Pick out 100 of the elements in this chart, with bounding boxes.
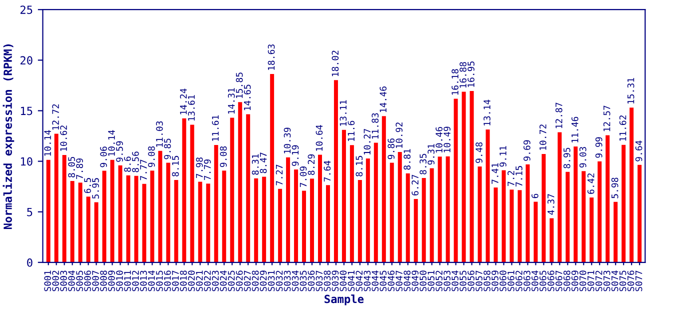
- bar: [70, 181, 74, 262]
- x-tick-label: S032: [276, 270, 283, 292]
- bar: [254, 178, 258, 262]
- x-tick-label: S037: [316, 270, 323, 292]
- data-label: 9.85: [164, 138, 171, 160]
- data-label: 10.49: [444, 126, 450, 152]
- data-label: 9.86: [388, 138, 395, 160]
- bar: [382, 116, 386, 262]
- data-label: 11.83: [372, 113, 379, 139]
- bar: [374, 142, 378, 262]
- x-tick-label: S027: [244, 270, 251, 292]
- data-label: 9.59: [116, 141, 123, 162]
- x-tick-label: S022: [204, 270, 211, 292]
- x-tick-label: S046: [388, 270, 395, 292]
- bar: [158, 150, 162, 262]
- y-tick-label: 15: [21, 106, 32, 116]
- data-label: 13.61: [188, 95, 195, 121]
- data-label: 11.03: [156, 121, 163, 147]
- bar: [278, 188, 282, 262]
- x-tick-label: S053: [444, 270, 450, 292]
- x-tick-label: S021: [196, 270, 203, 292]
- x-tick-label: S043: [364, 270, 371, 292]
- data-label: 18.63: [268, 44, 275, 70]
- bar: [446, 156, 450, 262]
- x-tick-label: S041: [348, 270, 355, 292]
- data-label: 10.14: [44, 130, 52, 156]
- data-label: 14.46: [380, 86, 387, 112]
- bar: [614, 202, 618, 262]
- bar: [246, 114, 250, 262]
- data-label: 15.85: [236, 72, 243, 98]
- x-tick-label: S001: [44, 270, 52, 292]
- bar: [566, 172, 570, 262]
- bar: [542, 154, 546, 262]
- x-tick-label: S003: [60, 270, 67, 292]
- data-label: 9.11: [500, 146, 506, 167]
- x-tick-label: S017: [172, 270, 179, 292]
- x-tick-label: S013: [140, 270, 147, 292]
- bar: [214, 145, 218, 262]
- x-tick-label: S025: [228, 270, 235, 292]
- bar: [350, 145, 354, 262]
- bar: [638, 164, 642, 262]
- data-label: 7.77: [140, 160, 147, 180]
- bar: [182, 118, 186, 262]
- data-label: 9.19: [292, 145, 299, 166]
- x-tick-label: S056: [468, 270, 474, 292]
- x-tick-label: S006: [84, 270, 91, 292]
- x-tick-label: S033: [284, 270, 291, 292]
- bar: [302, 190, 306, 262]
- bar: [342, 130, 346, 262]
- data-label: 9.03: [579, 146, 586, 168]
- bar: [422, 178, 426, 262]
- bar: [494, 187, 498, 262]
- data-label: 14.65: [244, 84, 251, 110]
- bar: [534, 202, 538, 262]
- x-tick-label: S050: [420, 270, 426, 292]
- y-tick-label: 0: [27, 258, 32, 267]
- bar: [46, 160, 50, 262]
- bar: [390, 162, 394, 262]
- bar: [598, 161, 602, 262]
- bar: [526, 164, 530, 262]
- data-label: 10.14: [108, 130, 115, 156]
- x-tick-label: S067: [555, 270, 562, 292]
- bar: [110, 160, 114, 262]
- data-label: 8.56: [132, 152, 139, 172]
- x-tick-label: S075: [619, 270, 626, 292]
- x-tick-label: S070: [579, 270, 586, 292]
- bar: [270, 74, 274, 262]
- x-tick-label: S073: [603, 270, 610, 292]
- bar: [166, 162, 170, 262]
- x-tick-label: S026: [236, 270, 243, 292]
- x-tick-label: S042: [356, 270, 363, 292]
- data-label: 8.05: [68, 156, 75, 178]
- bar: [150, 170, 154, 262]
- x-tick-label: S068: [563, 270, 570, 292]
- x-tick-label: S077: [635, 270, 642, 292]
- bar: [126, 175, 130, 262]
- data-label: 10.64: [316, 125, 323, 151]
- bar: [574, 146, 578, 262]
- bar: [518, 190, 522, 262]
- data-label: 6: [532, 194, 538, 198]
- data-label: 8.15: [356, 156, 363, 176]
- data-label: 9.64: [635, 140, 642, 162]
- bar: [238, 102, 242, 262]
- x-tick-label: S045: [380, 270, 387, 292]
- x-tick-label: S014: [148, 270, 155, 292]
- bar: [478, 166, 482, 262]
- x-tick-label: S063: [524, 270, 530, 292]
- data-label: 11.61: [212, 115, 219, 141]
- x-tick-label: S040: [340, 270, 347, 292]
- data-label: 9.08: [220, 146, 227, 167]
- x-tick-label: S039: [332, 270, 339, 292]
- x-tick-label: S076: [627, 270, 634, 292]
- x-tick-label: S059: [492, 270, 498, 292]
- x-tick-label: S038: [324, 270, 331, 292]
- data-label: 8.81: [404, 149, 411, 170]
- x-tick-label: S010: [116, 270, 123, 292]
- data-label: 10.62: [60, 126, 67, 151]
- bar: [406, 173, 410, 262]
- bar: [462, 92, 466, 262]
- data-label: 6.5: [84, 178, 91, 194]
